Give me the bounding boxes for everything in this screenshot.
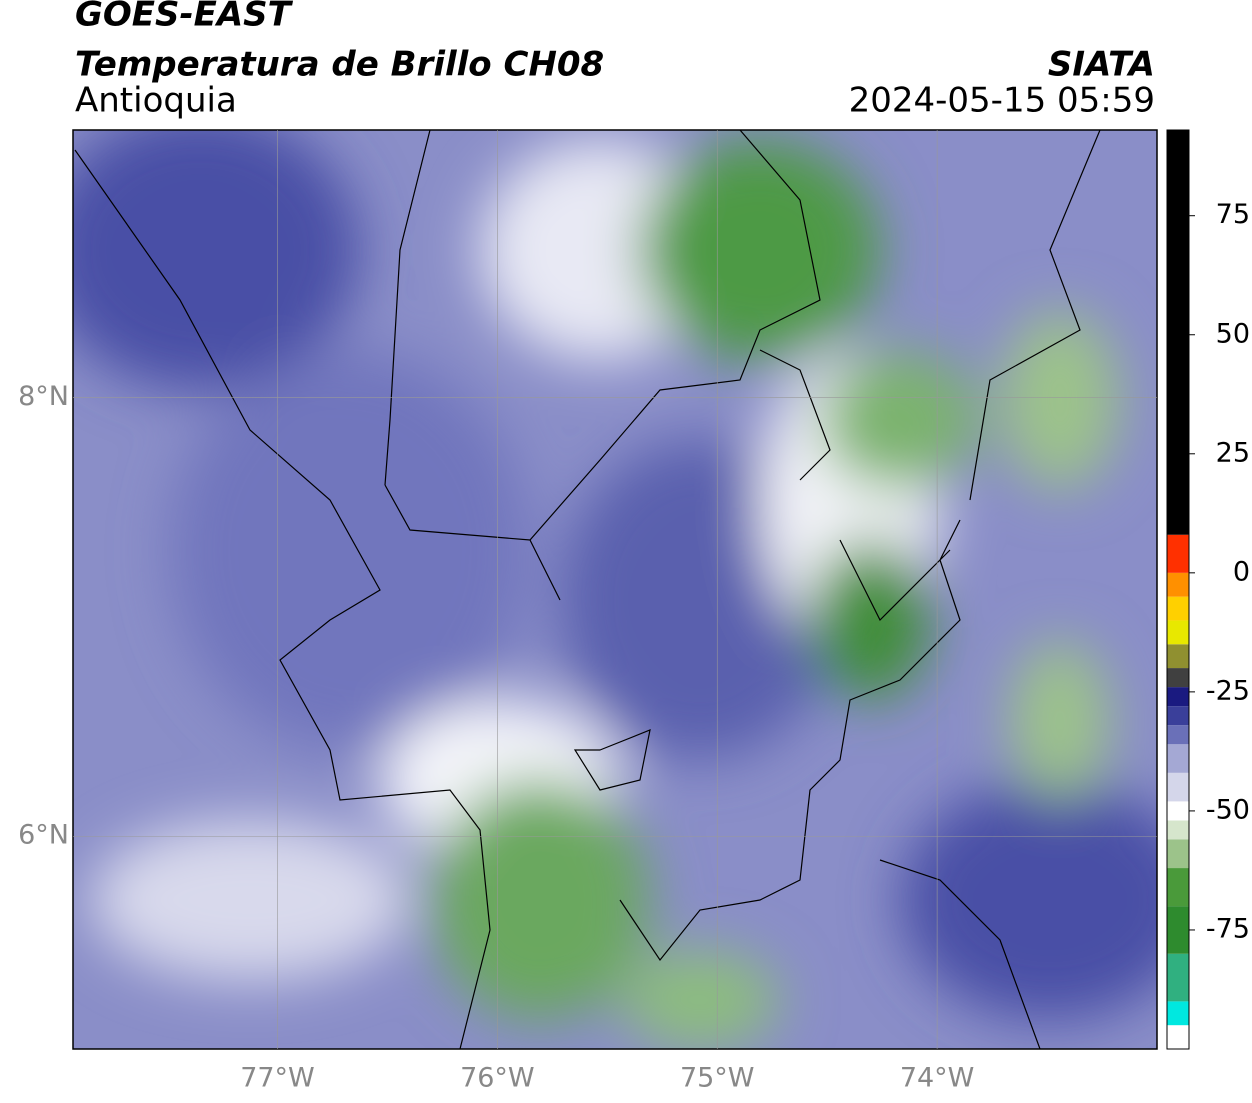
colorbar-segment [1167,906,1189,954]
region: Antioquia [75,81,237,121]
title: GOES-EAST [75,0,294,35]
map-frame [72,129,1158,1050]
colorbar-tick-label: 0 [1233,556,1250,587]
colorbar-segment [1167,772,1189,802]
x-tick-label: 74°W [900,1063,975,1094]
colorbar-segment [1167,706,1189,726]
colorbar-segment [1167,953,1189,1002]
colorbar-segment [1167,596,1189,621]
colorbar-segment [1167,1025,1189,1049]
y-tick-label: 6°N [18,820,69,851]
colorbar-frame [1166,129,1190,1050]
colorbar-segment [1167,687,1189,707]
x-tick-label: 76°W [460,1063,535,1094]
x-tick-label: 75°W [680,1063,755,1094]
colorbar-tick-label: -75 [1206,913,1250,944]
colorbar-segment [1167,534,1189,573]
colorbar-tick-label: 50 [1216,318,1250,349]
colorbar-segment [1167,868,1189,907]
x-tick-label: 77°W [240,1063,315,1094]
colorbar-segment [1167,644,1189,669]
y-tick-label: 8°N [18,381,69,412]
source: SIATA [1048,45,1155,85]
colorbar-segment [1167,820,1189,840]
datetime: 2024-05-15 05:59 [849,81,1155,121]
subtitle: Temperatura de Brillo CH08 [75,45,604,85]
colorbar-segment [1167,620,1189,645]
colorbar-segment [1167,1001,1189,1026]
colorbar-tick-label: 75 [1216,199,1250,230]
colorbar-tick-label: 25 [1216,437,1250,468]
colorbar-tick-label: -25 [1206,675,1250,706]
colorbar-segment [1167,572,1189,597]
colorbar-tick-label: -50 [1206,794,1250,825]
colorbar-segment [1167,801,1189,821]
colorbar-segment [1167,744,1189,773]
colorbar-segment [1167,668,1189,688]
brightness-field [73,130,1157,1049]
colorbar-segment [1167,725,1189,745]
colorbar-segment [1167,839,1189,869]
colorbar-segment [1167,130,1189,535]
